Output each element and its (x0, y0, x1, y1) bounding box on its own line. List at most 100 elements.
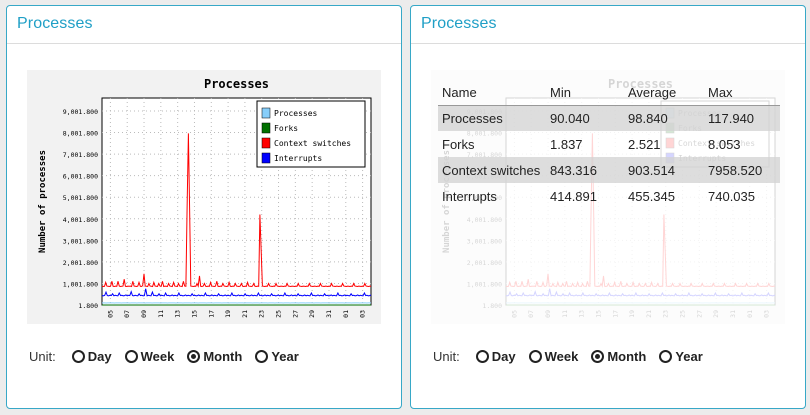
x-tick-label: 15 (594, 310, 602, 318)
legend-entry: Context switches (678, 139, 755, 148)
x-tick-label: 17 (207, 310, 215, 318)
table-row: Forks 1.837 2.521 8.053 (438, 131, 780, 157)
unit-option-label: Week (140, 349, 175, 364)
unit-option-day[interactable]: Day (475, 349, 516, 364)
x-tick-label: 09 (140, 310, 148, 318)
processes-panel-chart: Processes Processes Number of processes 1.… (6, 5, 402, 409)
column-header-name: Name (438, 80, 546, 106)
radio-icon[interactable] (591, 350, 605, 363)
cell-max: 117.940 (704, 105, 780, 131)
legend-swatch (665, 137, 675, 149)
y-tick-label: 7,001.800 (63, 151, 98, 159)
unit-option-label: Day (491, 349, 516, 364)
legend-entry: Forks (274, 124, 298, 133)
y-tick-label: 8,001.800 (63, 130, 98, 138)
x-tick-label: 11 (561, 310, 569, 318)
unit-option-label: Month (203, 349, 243, 364)
cell-average: 455.345 (628, 188, 675, 204)
cell-average: 2.521 (628, 136, 661, 152)
unit-option-month[interactable]: Month (187, 349, 242, 364)
unit-option-month[interactable]: Month (591, 349, 646, 364)
x-tick-label: 07 (123, 310, 131, 318)
column-header-max: Max (704, 80, 780, 106)
unit-option-label: Month (607, 349, 647, 364)
x-tick-label: 27 (291, 310, 299, 318)
x-tick-label: 17 (611, 310, 619, 318)
unit-selector: Unit: Day Week Month Year (29, 349, 312, 364)
cell-max: 7958.520 (704, 157, 780, 183)
radio-icon[interactable] (659, 350, 673, 363)
column-header-min: Min (546, 80, 624, 106)
x-tick-label: 15 (190, 310, 198, 318)
unit-option-label: Year (675, 349, 703, 364)
unit-label: Unit: (433, 349, 460, 364)
legend-swatch (261, 137, 271, 149)
y-tick-label: 7,001.800 (467, 151, 502, 159)
series-line-context-switches (505, 133, 776, 288)
legend-entry: Processes (274, 109, 318, 118)
plot-area (505, 97, 776, 306)
panel-header: Processes (7, 6, 401, 44)
x-tick-label: 03 (359, 310, 367, 318)
y-tick-label: 4,001.800 (467, 216, 502, 224)
legend-swatch (261, 122, 271, 134)
unit-option-year[interactable]: Year (255, 349, 299, 364)
y-tick-label: 4,001.800 (63, 216, 98, 224)
series-line-context-switches (101, 133, 372, 288)
processes-stats-table: Name Min Average Max Processes 90.040 98… (438, 80, 780, 209)
x-tick-label: 11 (157, 310, 165, 318)
x-tick-label: 05 (106, 310, 114, 318)
table-header-row: Name Min Average Max (438, 80, 780, 106)
x-tick-label: 07 (527, 310, 535, 318)
x-tick-label: 21 (241, 310, 249, 318)
y-tick-label: 6,001.800 (63, 173, 98, 181)
y-axis-label: Number of processes (38, 150, 48, 253)
y-tick-label: 2,001.800 (467, 259, 502, 267)
cell-min: 90.040 (546, 105, 624, 131)
processes-chart: Processes Number of processes 1.800 1,001.8… (27, 70, 381, 324)
cell-name: Context switches (438, 157, 546, 183)
y-axis-label: Number of processes (442, 150, 452, 253)
cell-name: Interrupts (442, 188, 497, 204)
table-row: Interrupts 414.891 455.345 740.035 (438, 183, 780, 209)
unit-selector: Unit: Day Week Month Year (433, 349, 716, 364)
radio-icon[interactable] (124, 350, 138, 363)
y-tick-label: 5,001.800 (63, 194, 98, 202)
x-tick-label: 05 (510, 310, 518, 318)
panel-title: Processes (421, 15, 497, 32)
cell-min: 1.837 (550, 136, 583, 152)
x-tick-label: 31 (325, 310, 333, 318)
x-tick-label: 31 (729, 310, 737, 318)
y-tick-label: 5,001.800 (467, 194, 502, 202)
y-tick-label: 8,001.800 (467, 130, 502, 138)
radio-icon[interactable] (71, 350, 85, 363)
radio-icon[interactable] (475, 350, 489, 363)
radio-icon[interactable] (528, 350, 542, 363)
x-tick-label: 21 (645, 310, 653, 318)
series-line-interrupts (101, 288, 372, 297)
unit-option-week[interactable]: Week (124, 349, 175, 364)
x-tick-label: 01 (342, 310, 350, 318)
processes-panel-table: Processes Processes Number of processes 1.… (410, 5, 806, 409)
y-tick-label: 1,001.800 (467, 280, 502, 288)
y-tick-label: 1,001.800 (63, 280, 98, 288)
unit-option-year[interactable]: Year (659, 349, 703, 364)
radio-icon[interactable] (255, 350, 269, 363)
y-tick-label: 3,001.800 (467, 237, 502, 245)
cell-min: 414.891 (550, 188, 597, 204)
unit-option-day[interactable]: Day (71, 349, 112, 364)
x-tick-label: 13 (174, 310, 182, 318)
unit-option-week[interactable]: Week (528, 349, 579, 364)
panel-header: Processes (411, 6, 805, 44)
legend-box (256, 100, 366, 168)
cell-name: Forks (442, 136, 475, 152)
table-row: Processes 90.040 98.840 117.940 (438, 105, 780, 131)
legend-swatch (261, 152, 271, 164)
y-tick-label: 1.800 (78, 302, 98, 310)
radio-icon[interactable] (187, 350, 201, 363)
y-tick-label: 1.800 (482, 302, 502, 310)
unit-option-label: Week (544, 349, 579, 364)
x-tick-label: 01 (746, 310, 754, 318)
legend-swatch (261, 107, 271, 119)
cell-min: 843.316 (546, 157, 624, 183)
